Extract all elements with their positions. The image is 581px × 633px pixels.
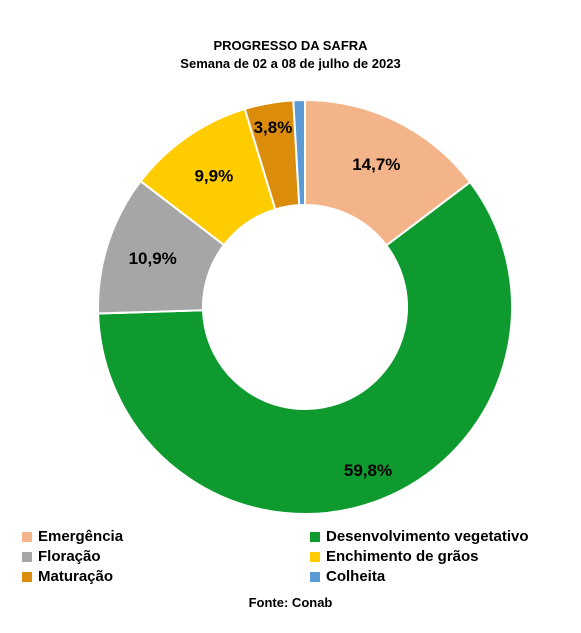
legend-label: Enchimento de grãos — [326, 548, 479, 565]
legend-label: Colheita — [326, 568, 386, 585]
slice-label-4: 9,9% — [194, 167, 233, 186]
legend-swatch — [310, 551, 320, 562]
legend-label: Maturação — [38, 568, 114, 585]
slice-label-3: 10,9% — [129, 249, 177, 268]
legend-swatch — [22, 551, 32, 562]
slice-2 — [97, 180, 513, 515]
slice-label-5: 3,8% — [254, 118, 293, 137]
source-note: Fonte: Conab — [248, 595, 333, 610]
legend-item-4: Enchimento de grãos — [310, 548, 479, 565]
chart-subtitle: Semana de 02 a 08 de julho de 2023 — [180, 56, 401, 71]
chart-title: PROGRESSO DA SAFRA — [213, 38, 368, 53]
legend-label: Floração — [38, 548, 101, 565]
legend-swatch — [310, 571, 320, 582]
slice-label-1: 14,7% — [352, 155, 400, 174]
legend-swatch — [310, 531, 320, 542]
legend-item-6: Colheita — [310, 568, 385, 585]
legend-label: Emergência — [38, 528, 124, 545]
legend-label: Desenvolvimento vegetativo — [326, 528, 529, 545]
legend-swatch — [22, 571, 32, 582]
legend-item-1: Emergência — [22, 528, 123, 545]
legend-item-2: Desenvolvimento vegetativo — [310, 528, 529, 545]
legend-item-5: Maturação — [22, 568, 113, 585]
legend-swatch — [22, 531, 32, 542]
legend-item-3: Floração — [22, 548, 101, 565]
slice-label-2: 59,8% — [344, 461, 392, 480]
slice-6 — [292, 98, 306, 207]
